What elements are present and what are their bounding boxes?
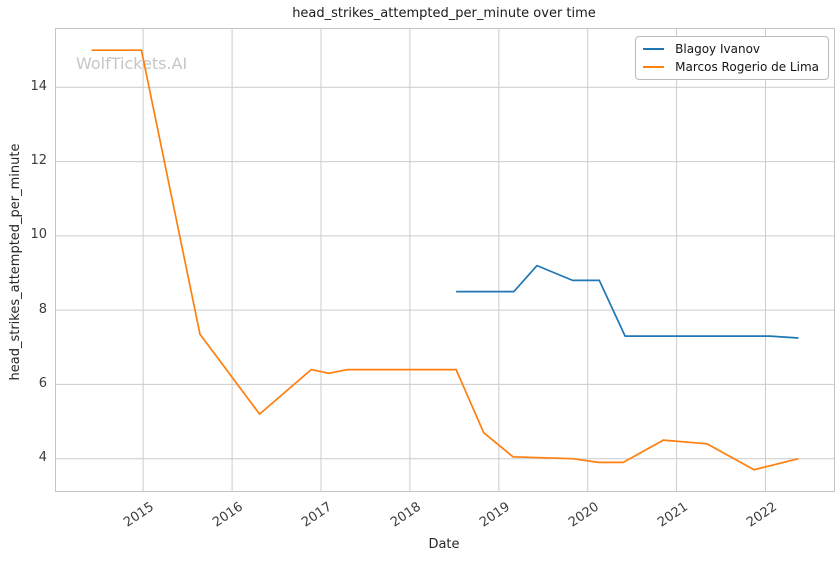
watermark: WolfTickets.AI [76, 54, 187, 73]
plot-area: WolfTickets.AI Blagoy Ivanov Marcos Roge… [55, 28, 835, 492]
legend-label-blagoy-ivanov: Blagoy Ivanov [675, 41, 761, 56]
x-tick-label-2016: 2016 [210, 499, 247, 531]
legend-line-swatch-orange [643, 65, 665, 68]
x-tick-label-2022: 2022 [743, 499, 780, 531]
y-tick-label-12: 12 [30, 153, 47, 169]
y-tick-label-8: 8 [38, 301, 47, 317]
legend: Blagoy Ivanov Marcos Rogerio de Lima [635, 36, 829, 80]
series-line-marcos-rogerio-de-lima [91, 49, 799, 471]
legend-line-swatch-blue [643, 47, 665, 50]
legend-item-blagoy-ivanov: Blagoy Ivanov [643, 40, 819, 57]
x-tick-label-2019: 2019 [476, 499, 513, 531]
y-tick-label-10: 10 [30, 227, 47, 243]
y-axis-label: head_strikes_attempted_per_minute [8, 143, 23, 381]
x-tick-label-2015: 2015 [121, 499, 158, 531]
x-tick-label-2017: 2017 [299, 499, 335, 531]
y-tick-label-6: 6 [38, 375, 47, 391]
x-tick-label-2021: 2021 [654, 499, 691, 531]
legend-label-marcos-rogerio-de-lima: Marcos Rogerio de Lima [675, 59, 819, 74]
plot-canvas: WolfTickets.AI [56, 29, 834, 491]
y-tick-label-4: 4 [38, 450, 47, 466]
legend-item-marcos-rogerio-de-lima: Marcos Rogerio de Lima [643, 58, 819, 75]
x-axis-label: Date [428, 537, 460, 552]
series-line-blagoy-ivanov [456, 264, 799, 339]
x-tick-label-2020: 2020 [565, 499, 602, 531]
y-tick-label-14: 14 [30, 78, 47, 94]
chart-title: head_strikes_attempted_per_minute over t… [292, 6, 596, 21]
x-tick-label-2018: 2018 [387, 499, 424, 531]
